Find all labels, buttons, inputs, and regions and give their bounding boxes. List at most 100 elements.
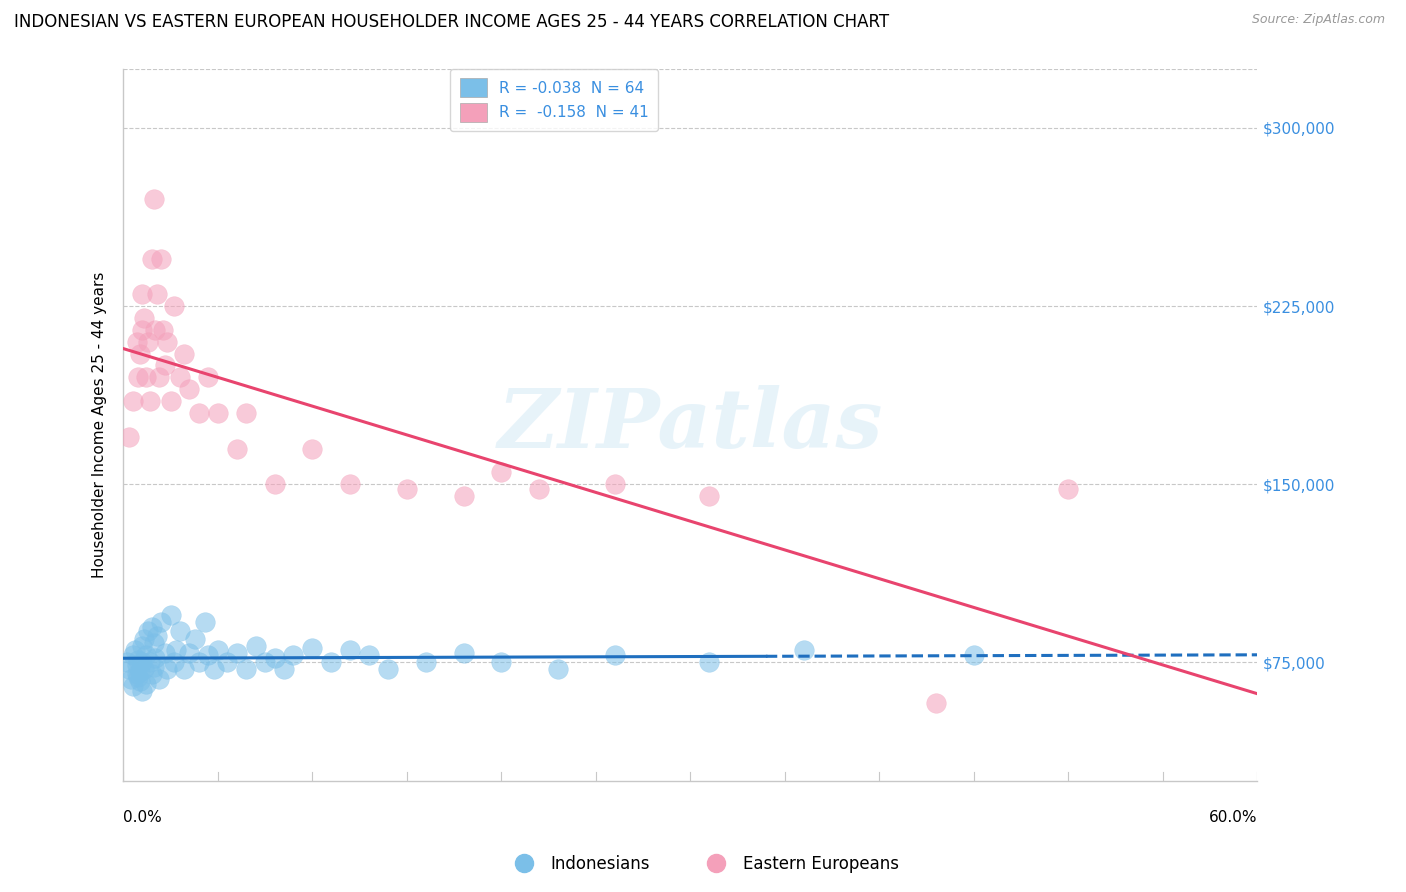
Point <box>139 655 162 669</box>
Point <box>263 650 285 665</box>
Point <box>963 648 986 662</box>
Point <box>159 394 181 409</box>
Point <box>415 655 437 669</box>
Text: INDONESIAN VS EASTERN EUROPEAN HOUSEHOLDER INCOME AGES 25 - 44 YEARS CORRELATION: INDONESIAN VS EASTERN EUROPEAN HOUSEHOLD… <box>14 13 889 31</box>
Point <box>245 639 267 653</box>
Legend: Indonesians, Eastern Europeans: Indonesians, Eastern Europeans <box>501 848 905 880</box>
Point <box>127 370 149 384</box>
Point <box>156 662 179 676</box>
Y-axis label: Householder Income Ages 25 - 44 years: Householder Income Ages 25 - 44 years <box>93 271 107 578</box>
Point <box>202 662 225 676</box>
Point <box>225 646 247 660</box>
Point <box>339 643 361 657</box>
Point <box>135 676 157 690</box>
Point <box>135 370 157 384</box>
Point <box>527 482 550 496</box>
Point <box>273 662 295 676</box>
Point <box>125 667 148 681</box>
Point <box>165 643 187 657</box>
Point <box>159 607 181 622</box>
Point <box>118 662 141 676</box>
Point <box>339 477 361 491</box>
Point <box>491 655 513 669</box>
Point <box>131 323 153 337</box>
Point <box>603 648 626 662</box>
Legend: R = -0.038  N = 64, R =  -0.158  N = 41: R = -0.038 N = 64, R = -0.158 N = 41 <box>450 69 658 131</box>
Point <box>163 655 186 669</box>
Point <box>697 655 720 669</box>
Text: 0.0%: 0.0% <box>124 810 162 824</box>
Point <box>132 310 155 325</box>
Point <box>377 662 399 676</box>
Point <box>491 465 513 479</box>
Point <box>131 639 153 653</box>
Point <box>127 669 149 683</box>
Point <box>697 489 720 503</box>
Point <box>132 632 155 646</box>
Point <box>263 477 285 491</box>
Point <box>125 334 148 349</box>
Point <box>179 646 201 660</box>
Point <box>142 636 165 650</box>
Point <box>131 655 153 669</box>
Point <box>141 620 163 634</box>
Point <box>121 679 143 693</box>
Point <box>129 346 152 360</box>
Point <box>142 660 165 674</box>
Point <box>136 624 159 639</box>
Point <box>139 394 162 409</box>
Point <box>131 683 153 698</box>
Point <box>925 696 948 710</box>
Point <box>173 662 195 676</box>
Point <box>301 442 323 456</box>
Point <box>1057 482 1080 496</box>
Point <box>301 640 323 655</box>
Point <box>169 624 191 639</box>
Point <box>395 482 418 496</box>
Point <box>124 643 146 657</box>
Point <box>145 323 167 337</box>
Point <box>146 629 169 643</box>
Point <box>207 643 229 657</box>
Point <box>120 672 142 686</box>
Point <box>141 667 163 681</box>
Point <box>173 346 195 360</box>
Point <box>184 632 207 646</box>
Point <box>145 650 167 665</box>
Point <box>179 382 201 396</box>
Point <box>187 406 209 420</box>
Point <box>235 406 257 420</box>
Point <box>153 359 176 373</box>
Point <box>453 646 475 660</box>
Point <box>197 648 219 662</box>
Point <box>136 334 159 349</box>
Point <box>132 662 155 676</box>
Point <box>121 394 143 409</box>
Text: Source: ZipAtlas.com: Source: ZipAtlas.com <box>1251 13 1385 27</box>
Point <box>357 648 380 662</box>
Point <box>603 477 626 491</box>
Point <box>793 643 815 657</box>
Point <box>254 655 277 669</box>
Text: 60.0%: 60.0% <box>1209 810 1257 824</box>
Point <box>153 646 176 660</box>
Point <box>129 665 152 679</box>
Point <box>321 655 343 669</box>
Point <box>207 406 229 420</box>
Point <box>142 192 165 206</box>
Point <box>131 287 153 301</box>
Point <box>283 648 305 662</box>
Point <box>235 662 257 676</box>
Point <box>148 672 170 686</box>
Point <box>141 252 163 266</box>
Point <box>547 662 569 676</box>
Point <box>197 370 219 384</box>
Point <box>225 442 247 456</box>
Point <box>125 657 148 672</box>
Point <box>163 299 186 313</box>
Point <box>194 615 217 629</box>
Point <box>217 655 239 669</box>
Point <box>115 655 138 669</box>
Point <box>146 287 169 301</box>
Point <box>187 655 209 669</box>
